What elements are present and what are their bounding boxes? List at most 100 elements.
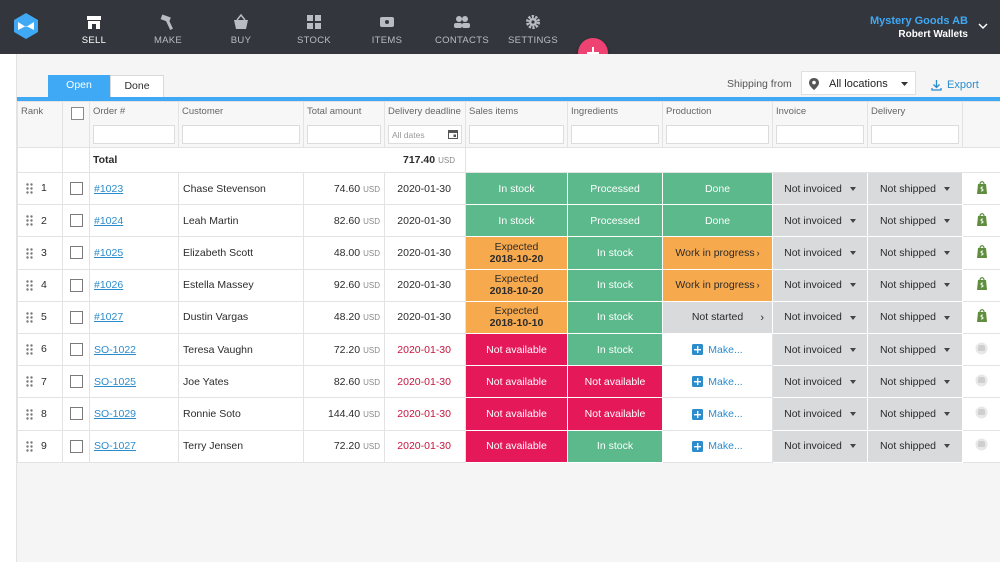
- table-row[interactable]: 2 #1024 Leah Martin 82.60 USD 2020-01-30 In st…: [17, 204, 1000, 238]
- column-rank[interactable]: Rank: [17, 101, 63, 148]
- row-checkbox[interactable]: [69, 375, 83, 389]
- order-number-link[interactable]: #1025: [94, 246, 124, 259]
- drag-handle-icon[interactable]: [26, 441, 33, 452]
- ingredients-status[interactable]: Not available: [567, 397, 663, 431]
- order-number-link[interactable]: SO-1025: [94, 375, 137, 388]
- export-button[interactable]: Export: [931, 79, 979, 91]
- column-deadline[interactable]: Delivery deadline All dates: [384, 101, 466, 148]
- row-checkbox[interactable]: [69, 246, 83, 260]
- ingredients-status[interactable]: In stock: [567, 236, 663, 270]
- calendar-icon[interactable]: [448, 129, 458, 139]
- row-checkbox[interactable]: [69, 214, 83, 228]
- table-row[interactable]: 8 SO-1029 Ronnie Soto 144.40 USD 2020-01-30 No…: [17, 397, 1000, 431]
- production-status[interactable]: Work in progress ›: [662, 236, 773, 270]
- production-status[interactable]: Make...: [662, 332, 773, 367]
- ingredients-status[interactable]: Not available: [567, 365, 663, 399]
- sales-items-status[interactable]: Expected 2018-10-10: [465, 300, 568, 334]
- delivery-status-dropdown[interactable]: Not shipped: [867, 365, 963, 399]
- total-filter-input[interactable]: [307, 125, 381, 144]
- drag-handle-icon[interactable]: [26, 247, 33, 259]
- rank-cell[interactable]: 8: [17, 397, 63, 431]
- delivery-status-dropdown[interactable]: Not shipped: [867, 332, 963, 367]
- invoice-status-dropdown[interactable]: Not invoiced: [772, 300, 868, 334]
- ingredients-status[interactable]: In stock: [567, 332, 663, 367]
- production-status[interactable]: Done: [662, 204, 773, 238]
- order-source-cell[interactable]: [962, 332, 1000, 367]
- chevron-down-icon[interactable]: [978, 22, 988, 30]
- order-number-link[interactable]: #1023: [94, 182, 124, 195]
- order-source-cell[interactable]: [962, 300, 1000, 334]
- order-number-link[interactable]: SO-1022: [94, 343, 137, 356]
- order-source-cell[interactable]: [962, 204, 1000, 238]
- deadline-filter-input[interactable]: All dates: [388, 125, 462, 144]
- nav-buy[interactable]: BUY: [204, 0, 278, 54]
- column-customer[interactable]: Customer: [178, 101, 304, 148]
- column-production[interactable]: Production: [662, 101, 773, 148]
- row-checkbox[interactable]: [69, 407, 83, 421]
- table-row[interactable]: 1 #1023 Chase Stevenson 74.60 USD 2020-01-30 I…: [17, 171, 1000, 206]
- nav-settings[interactable]: SETTINGS: [496, 0, 570, 54]
- sales-items-status[interactable]: Expected 2018-10-20: [465, 236, 568, 270]
- delivery-status-dropdown[interactable]: Not shipped: [867, 397, 963, 431]
- order-source-cell[interactable]: [962, 171, 1000, 206]
- invoice-status-dropdown[interactable]: Not invoiced: [772, 171, 868, 206]
- order-source-cell[interactable]: [962, 397, 1000, 431]
- delivery-filter-input[interactable]: [871, 125, 959, 144]
- rank-cell[interactable]: 7: [17, 365, 63, 399]
- drag-handle-icon[interactable]: [26, 312, 33, 323]
- column-sales-items[interactable]: Sales items: [465, 101, 568, 148]
- account-menu[interactable]: Mystery Goods AB Robert Wallets: [870, 14, 968, 42]
- table-row[interactable]: 3 #1025 Elizabeth Scott 48.00 USD 2020-01-30 E…: [17, 236, 1000, 270]
- rank-cell[interactable]: 4: [17, 268, 63, 302]
- tab-open[interactable]: Open: [48, 75, 110, 97]
- ingredients-status[interactable]: In stock: [567, 429, 663, 463]
- rank-cell[interactable]: 1: [17, 171, 63, 206]
- sales-items-status[interactable]: Not available: [465, 397, 568, 431]
- sales-items-status[interactable]: Expected 2018-10-20: [465, 268, 568, 302]
- delivery-status-dropdown[interactable]: Not shipped: [867, 300, 963, 334]
- order-number-link[interactable]: #1026: [94, 279, 124, 292]
- customer-filter-input[interactable]: [182, 125, 300, 144]
- row-checkbox[interactable]: [69, 439, 83, 453]
- rank-cell[interactable]: 9: [17, 429, 63, 463]
- nav-contacts[interactable]: CONTACTS: [424, 0, 500, 54]
- delivery-status-dropdown[interactable]: Not shipped: [867, 429, 963, 463]
- rank-cell[interactable]: 3: [17, 236, 63, 270]
- row-checkbox[interactable]: [69, 343, 83, 357]
- order-number-link[interactable]: #1027: [94, 311, 124, 324]
- production-status[interactable]: Done: [662, 171, 773, 206]
- drag-handle-icon[interactable]: [26, 215, 33, 227]
- invoice-filter-input[interactable]: [776, 125, 864, 144]
- invoice-status-dropdown[interactable]: Not invoiced: [772, 268, 868, 302]
- invoice-status-dropdown[interactable]: Not invoiced: [772, 429, 868, 463]
- row-checkbox[interactable]: [69, 182, 83, 196]
- row-checkbox[interactable]: [69, 310, 83, 324]
- order-number-link[interactable]: SO-1027: [94, 440, 137, 453]
- production-status[interactable]: Not started ›: [662, 300, 773, 334]
- sales-items-status[interactable]: Not available: [465, 332, 568, 367]
- order-source-cell[interactable]: [962, 268, 1000, 302]
- column-order[interactable]: Order #: [89, 101, 179, 148]
- drag-handle-icon[interactable]: [26, 344, 33, 355]
- ingredients-status[interactable]: Processed: [567, 171, 663, 206]
- table-row[interactable]: 5 #1027 Dustin Vargas 48.20 USD 2020-01-30 Exp…: [17, 300, 1000, 334]
- ingredients-status[interactable]: In stock: [567, 300, 663, 334]
- column-ingredients[interactable]: Ingredients: [567, 101, 663, 148]
- drag-handle-icon[interactable]: [26, 408, 33, 420]
- nav-sell[interactable]: SELL: [57, 0, 131, 54]
- order-number-link[interactable]: SO-1029: [94, 407, 137, 420]
- ingredients-status[interactable]: Processed: [567, 204, 663, 238]
- production-status[interactable]: Make...: [662, 365, 773, 399]
- order-filter-input[interactable]: [93, 125, 175, 144]
- row-checkbox[interactable]: [69, 278, 83, 292]
- nav-make[interactable]: MAKE: [131, 0, 205, 54]
- tab-done[interactable]: Done: [110, 75, 164, 97]
- order-source-cell[interactable]: [962, 236, 1000, 270]
- sales-items-status[interactable]: Not available: [465, 429, 568, 463]
- table-row[interactable]: 4 #1026 Estella Massey 92.60 USD 2020-01-30 Ex…: [17, 268, 1000, 302]
- production-status[interactable]: Make...: [662, 429, 773, 463]
- drag-handle-icon[interactable]: [26, 280, 33, 291]
- app-logo-icon[interactable]: [12, 12, 40, 40]
- select-all-checkbox[interactable]: [71, 107, 84, 120]
- nav-stock[interactable]: STOCK: [277, 0, 351, 54]
